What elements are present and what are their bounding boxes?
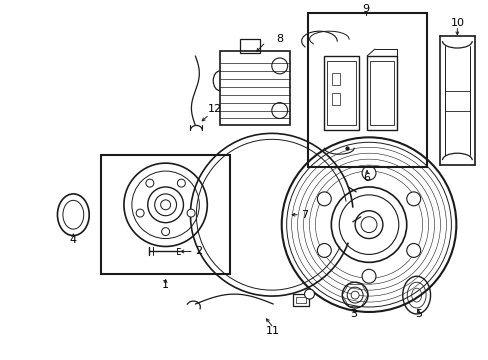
Text: 2: 2 bbox=[194, 247, 202, 256]
Text: 6: 6 bbox=[363, 173, 370, 183]
Text: 8: 8 bbox=[276, 34, 283, 44]
Text: 3: 3 bbox=[350, 309, 357, 319]
Circle shape bbox=[145, 179, 154, 187]
Text: 7: 7 bbox=[300, 210, 307, 220]
Bar bbox=[324, 56, 358, 130]
Bar bbox=[240, 39, 259, 53]
Circle shape bbox=[361, 269, 375, 283]
Bar bbox=[295, 297, 305, 303]
Circle shape bbox=[350, 291, 358, 299]
Circle shape bbox=[177, 179, 185, 187]
Text: 1: 1 bbox=[162, 280, 169, 290]
Text: 4: 4 bbox=[70, 234, 77, 244]
Text: 11: 11 bbox=[265, 326, 279, 336]
Text: 12: 12 bbox=[208, 104, 222, 113]
Bar bbox=[369, 61, 393, 125]
Circle shape bbox=[406, 243, 420, 257]
Bar bbox=[307, 13, 426, 167]
Text: 10: 10 bbox=[449, 18, 464, 28]
Bar bbox=[332, 93, 340, 105]
Bar bbox=[326, 61, 355, 125]
Circle shape bbox=[161, 200, 170, 210]
Circle shape bbox=[162, 228, 169, 235]
Circle shape bbox=[361, 166, 375, 180]
Bar bbox=[332, 73, 340, 85]
Circle shape bbox=[136, 209, 144, 217]
Circle shape bbox=[304, 289, 314, 299]
Circle shape bbox=[406, 192, 420, 206]
Text: 5: 5 bbox=[414, 309, 421, 319]
Circle shape bbox=[187, 209, 195, 217]
Circle shape bbox=[317, 243, 330, 257]
Bar bbox=[292, 294, 308, 306]
Bar bbox=[101, 155, 230, 274]
Bar bbox=[366, 56, 396, 130]
Circle shape bbox=[317, 192, 330, 206]
Bar bbox=[220, 51, 289, 125]
Text: 9: 9 bbox=[362, 4, 369, 14]
Circle shape bbox=[354, 211, 382, 239]
